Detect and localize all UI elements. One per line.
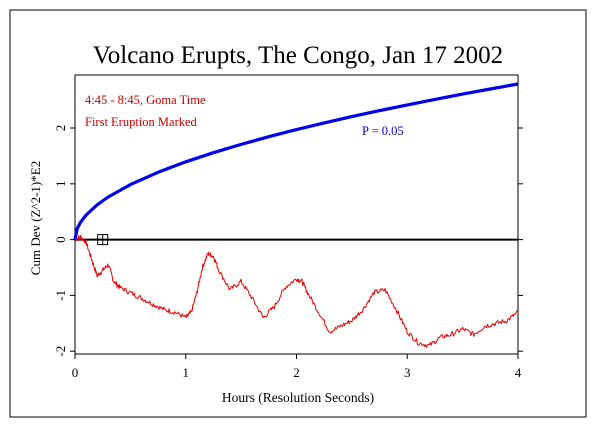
x-axis-label: Hours (Resolution Seconds)	[222, 390, 374, 405]
image-border	[9, 9, 587, 418]
x-tick-label: 2	[293, 365, 300, 380]
annotation-time-range: 4:45 - 8:45, Goma Time	[85, 93, 206, 107]
y-tick-label: 2	[53, 125, 68, 132]
annotation-first-eruption: First Eruption Marked	[85, 115, 198, 129]
y-tick-label: -1	[53, 290, 68, 301]
chart-title: Volcano Erupts, The Congo, Jan 17 2002	[93, 42, 503, 69]
x-tick-label: 4	[515, 365, 522, 380]
legend-p-value: P = 0.05	[362, 124, 404, 138]
eruption-marker-layer	[97, 234, 109, 246]
x-tick-label: 3	[404, 365, 411, 380]
series-layer	[73, 82, 519, 348]
x-axis: 0 1 2 3 4	[72, 354, 522, 380]
y-axis-label: Cum Dev (Z^2-1)*E2	[28, 161, 43, 275]
series-line-p-value	[73, 82, 519, 240]
plot-area: -2 -1 0 1 2 0 1 2 3 4	[53, 74, 523, 380]
y-tick-label: 1	[53, 181, 68, 188]
x-tick-label: 0	[72, 365, 79, 380]
y-axis: -2 -1 0 1 2	[53, 125, 523, 357]
y-tick-label: 0	[53, 236, 68, 243]
x-tick-label: 1	[183, 365, 190, 380]
series-line-cumulative-deviation	[74, 234, 519, 348]
y-tick-label: -2	[53, 346, 68, 357]
